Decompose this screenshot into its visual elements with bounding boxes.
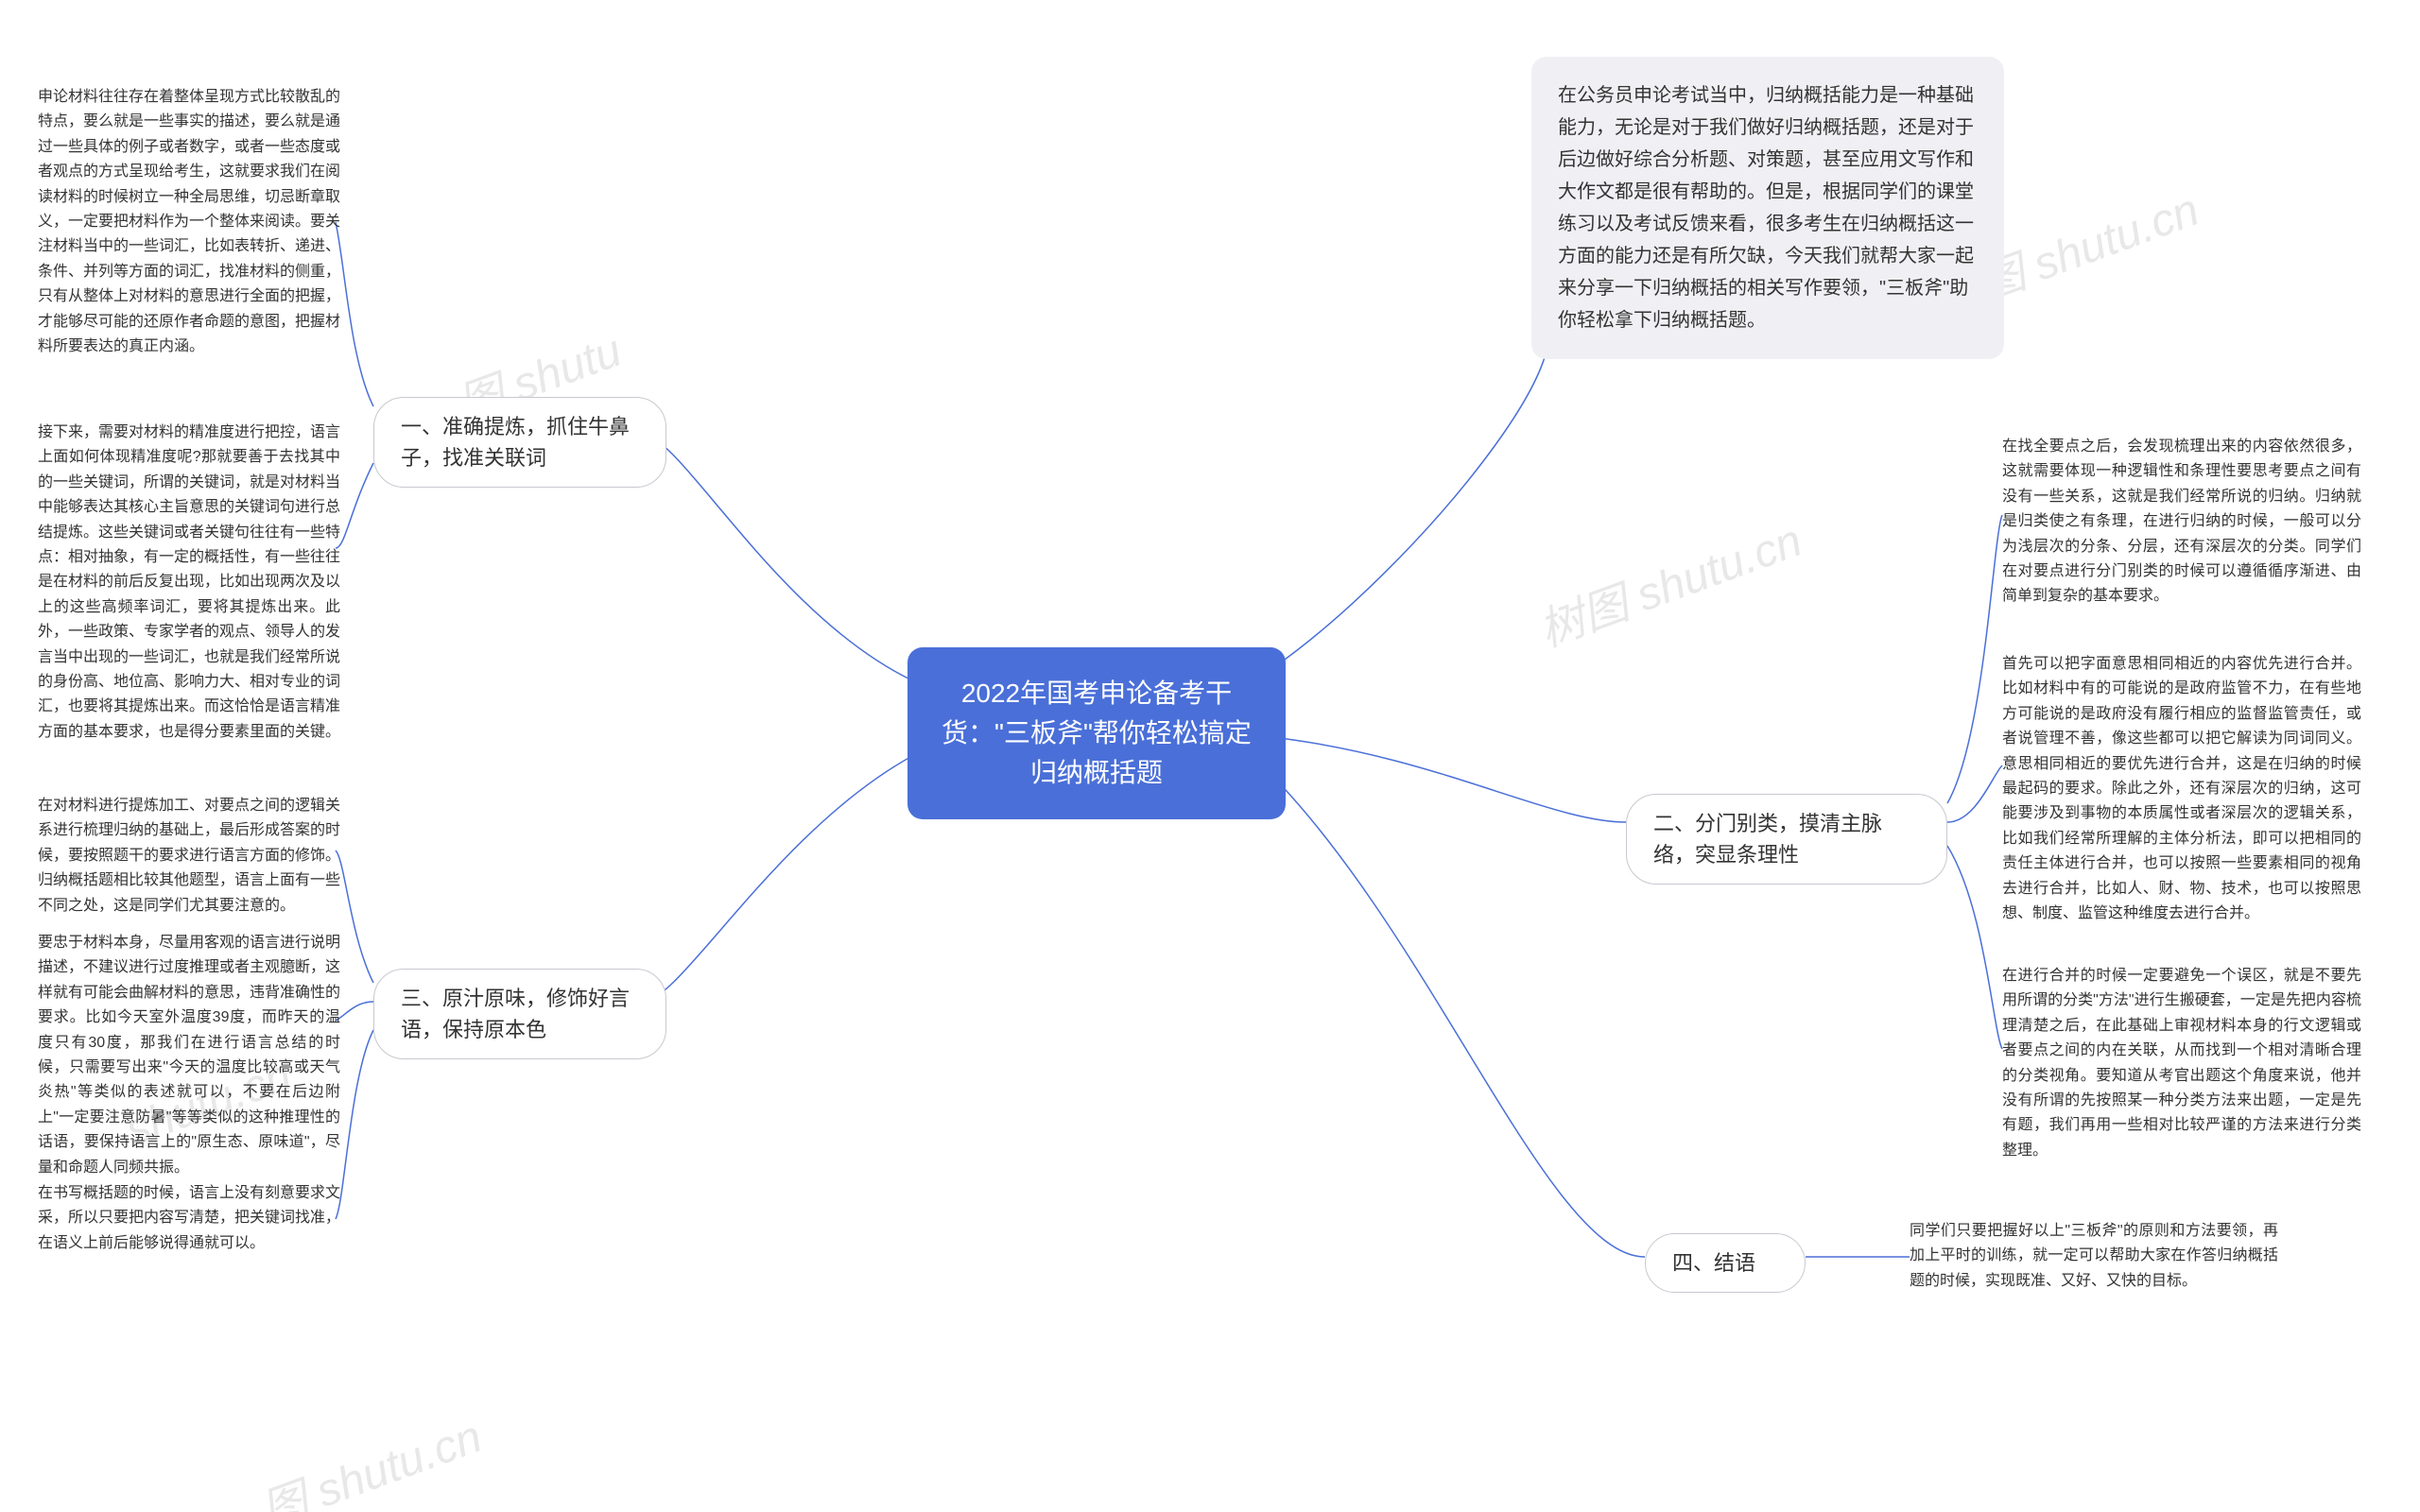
watermark: 树图 shutu.cn xyxy=(1529,503,1809,659)
branch-1-text-2: 接下来，需要对材料的精准度进行把控，语言上面如何体现精准度呢?那就要善于去找其中… xyxy=(38,421,340,745)
branch-4-text: 同学们只要把握好以上"三板斧"的原则和方法要领，再加上平时的训练，就一定可以帮助… xyxy=(1910,1219,2278,1294)
branch-3-text-2: 要忠于材料本身，尽量用客观的语言进行说明描述，不建议进行过度推理或者主观臆断，这… xyxy=(38,931,340,1180)
branch-3-text-3: 在书写概括题的时候，语言上没有刻意要求文采，所以只要把内容写清楚，把关键词找准，… xyxy=(38,1181,340,1256)
branch-2: 二、分门别类，摸清主脉络，突显条理性 xyxy=(1626,794,1947,885)
branch-2-text-1: 在找全要点之后，会发现梳理出来的内容依然很多，这就需要体现一种逻辑性和条理性要思… xyxy=(2002,435,2361,610)
branch-1-text-1: 申论材料往往存在着整体呈现方式比较散乱的特点，要么就是一些事实的描述，要么就是通… xyxy=(38,85,340,359)
branch-3: 三、原汁原味，修饰好言语，保持原本色 xyxy=(373,969,666,1059)
watermark: 图 shutu.cn xyxy=(251,1400,489,1512)
branch-3-text-1: 在对材料进行提炼加工、对要点之间的逻辑关系进行梳理归纳的基础上，最后形成答案的时… xyxy=(38,794,340,919)
branch-1: 一、准确提炼，抓住牛鼻子，找准关联词 xyxy=(373,397,666,488)
central-topic: 2022年国考申论备考干货："三板斧"帮你轻松搞定归纳概括题 xyxy=(908,647,1286,819)
branch-4: 四、结语 xyxy=(1645,1233,1806,1293)
intro-text: 在公务员申论考试当中，归纳概括能力是一种基础能力，无论是对于我们做好归纳概括题，… xyxy=(1531,57,2004,359)
branch-2-text-3: 在进行合并的时候一定要避免一个误区，就是不要先用所谓的分类"方法"进行生搬硬套，… xyxy=(2002,964,2361,1163)
branch-2-text-2: 首先可以把字面意思相同相近的内容优先进行合并。比如材料中有的可能说的是政府监管不… xyxy=(2002,652,2361,926)
